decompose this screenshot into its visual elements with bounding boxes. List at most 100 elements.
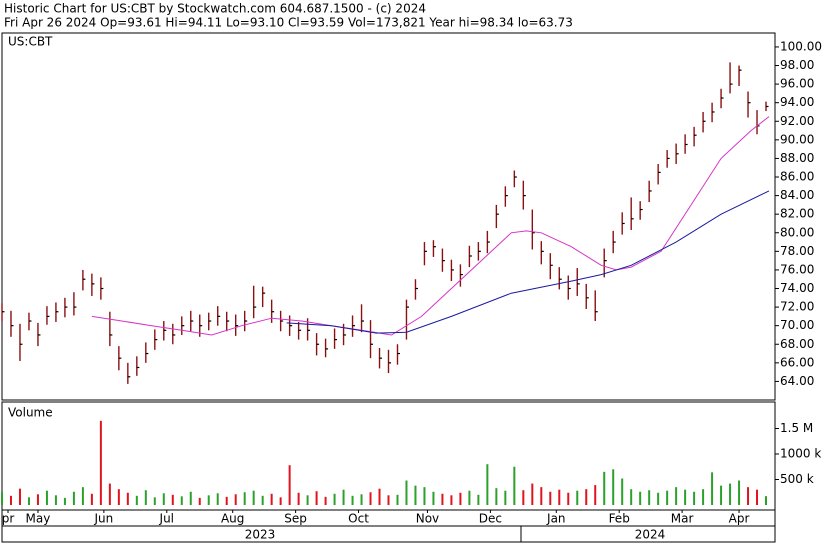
volume-bar (279, 497, 282, 505)
volume-bar (423, 487, 426, 505)
volume-bar (720, 485, 723, 505)
volume-bar (450, 495, 453, 505)
x-tick-label: Apr (729, 512, 750, 526)
volume-bar (243, 492, 246, 505)
volume-bar (252, 490, 255, 505)
volume-bar (567, 492, 570, 505)
volume-bar (162, 493, 165, 505)
y-tick-label: 100.00 (780, 39, 822, 53)
volume-bar (432, 491, 435, 505)
volume-bar (324, 496, 327, 505)
symbol-label: US:CBT (8, 35, 53, 49)
volume-bar (189, 491, 192, 505)
volume-bar (540, 487, 543, 505)
volume-bar (18, 488, 21, 505)
volume-bar (693, 491, 696, 505)
volume-bar (621, 478, 624, 505)
y-tick-label: 90.00 (780, 132, 814, 146)
volume-bar (486, 464, 489, 505)
volume-bar (360, 494, 363, 505)
volume-bar (468, 490, 471, 505)
year-label: 2023 (245, 528, 276, 542)
y-tick-label: 72.00 (780, 300, 814, 314)
y-tick-label: 78.00 (780, 244, 814, 258)
x-tick-label: Nov (416, 512, 439, 526)
volume-bar (495, 488, 498, 505)
volume-bar (657, 492, 660, 505)
volume-bar (585, 489, 588, 505)
x-tick-label: Aug (221, 512, 244, 526)
y-tick-label: 68.00 (780, 337, 814, 351)
volume-bar (630, 489, 633, 505)
volume-bar (639, 491, 642, 505)
volume-bar (612, 469, 615, 505)
volume-bar (45, 490, 48, 505)
volume-bar (27, 497, 30, 505)
y-tick-label: 1.5 M (780, 421, 813, 435)
volume-bar (36, 494, 39, 505)
y-tick-label: 64.00 (780, 374, 814, 388)
y-tick-label: 1000 k (780, 447, 821, 461)
x-tick-label: Oct (348, 512, 369, 526)
volume-bar (711, 472, 714, 505)
y-tick-label: 96.00 (780, 77, 814, 91)
volume-bar (1, 492, 3, 505)
volume-bar (477, 494, 480, 505)
volume-bar (594, 485, 597, 505)
y-tick-label: 70.00 (780, 318, 814, 332)
volume-bar (315, 491, 318, 505)
volume-bar (99, 420, 102, 505)
x-tick-label: May (26, 512, 51, 526)
chart-title: Historic Chart for US:CBT by Stockwatch.… (4, 2, 426, 16)
volume-bar (198, 497, 201, 505)
volume-bar (81, 487, 84, 505)
volume-bar (63, 497, 66, 505)
volume-bar (738, 480, 741, 505)
volume-bar (216, 493, 219, 505)
volume-bar (288, 465, 291, 505)
volume-bar (378, 488, 381, 505)
volume-bar (225, 496, 228, 505)
y-tick-label: 98.00 (780, 58, 814, 72)
x-tick-label: Feb (609, 512, 630, 526)
y-tick-label: 84.00 (780, 188, 814, 202)
volume-bar (144, 490, 147, 505)
volume-bar (558, 489, 561, 505)
volume-bar (234, 494, 237, 505)
volume-bar (369, 492, 372, 505)
x-tick-label: Mar (671, 512, 694, 526)
volume-bar (153, 497, 156, 505)
volume-bar (702, 489, 705, 505)
y-tick-label: 66.00 (780, 355, 814, 369)
y-tick-label: 88.00 (780, 151, 814, 165)
volume-bar (135, 495, 138, 505)
volume-bar (576, 490, 579, 505)
volume-bar (333, 493, 336, 505)
volume-bar (207, 495, 210, 505)
moving-average (91, 116, 770, 336)
x-tick-label: Jun (93, 512, 113, 526)
volume-bar (765, 496, 768, 505)
volume-bar (126, 492, 129, 505)
volume-bar (522, 490, 525, 505)
year-label: 2024 (635, 528, 666, 542)
volume-bar (270, 493, 273, 505)
x-tick-label: Sep (284, 512, 307, 526)
volume-bar (603, 471, 606, 505)
volume-bar (387, 495, 390, 505)
volume-bar (684, 489, 687, 505)
volume-label: Volume (8, 406, 53, 420)
volume-bar (405, 480, 408, 505)
y-tick-label: 80.00 (780, 225, 814, 239)
price-panel (1, 32, 776, 401)
volume-bar (117, 489, 120, 505)
volume-bar (306, 495, 309, 505)
volume-bar (756, 489, 759, 505)
chart-subtitle: Fri Apr 26 2024 Op=93.61 Hi=94.11 Lo=93.… (4, 16, 573, 30)
volume-bar (342, 489, 345, 505)
volume-bar (9, 495, 12, 505)
y-tick-label: 86.00 (780, 170, 814, 184)
volume-bar (531, 483, 534, 505)
x-tick-label: Jan (546, 512, 566, 526)
